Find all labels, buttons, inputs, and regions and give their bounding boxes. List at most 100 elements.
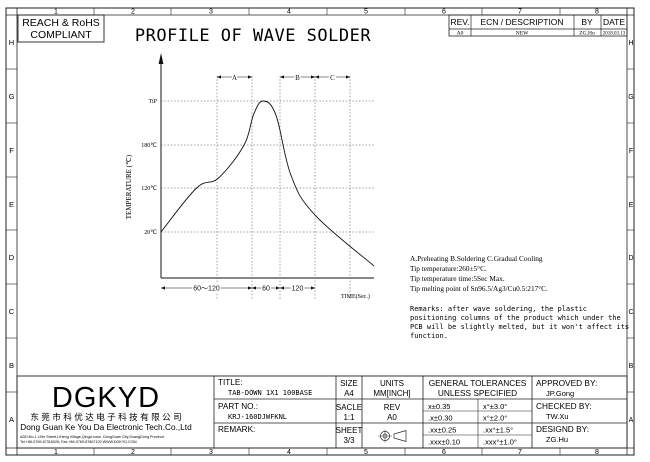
phase-markers: A B C xyxy=(217,73,350,84)
y-tick-label: TiP xyxy=(149,99,158,105)
column-number: 7 xyxy=(518,9,522,16)
approved-by-label: APPROVED BY: xyxy=(536,378,597,388)
remarks-line-1: Remarks: after wave soldering, the plast… xyxy=(410,305,587,313)
column-number: 1 xyxy=(54,9,58,16)
size-label: SIZE xyxy=(340,379,358,388)
tolerance-angular-0: x°±3.0° xyxy=(483,402,507,411)
column-number: 3 xyxy=(209,9,213,16)
segment-arrowhead xyxy=(252,286,256,290)
column-number: 6 xyxy=(442,449,446,456)
compliance-box xyxy=(17,14,105,43)
revision-table: REV. ECN / DESCRIPTION BY DATE A0 NEW ZG… xyxy=(448,14,628,37)
outer-frame xyxy=(5,7,635,456)
row-letter: E xyxy=(9,200,14,209)
rev-header-description: ECN / DESCRIPTION xyxy=(480,17,563,27)
remarks-line-3: PCB will be slightly melted, but it won'… xyxy=(410,323,629,331)
tolerance-linear-0: x±0.35 xyxy=(428,402,450,411)
column-number: 7 xyxy=(518,449,522,456)
segment-arrowhead xyxy=(311,286,315,290)
scale-value: 1:1 xyxy=(343,413,355,422)
company-name-cn: 东 莞 市 科 优 达 电 子 科 技 有 限 公 司 xyxy=(30,411,181,422)
rev-value: A0 xyxy=(387,413,397,422)
ruler-ticks xyxy=(6,8,634,455)
time-segment-markers: 60〜120 60 120 xyxy=(161,284,315,294)
temperature-profile-line xyxy=(160,100,375,267)
row-letter: B xyxy=(9,361,14,370)
row-letter: F xyxy=(9,146,14,155)
column-number: 5 xyxy=(364,449,368,456)
company-logo-text: DGKYD xyxy=(52,382,160,414)
units-label: UNITS xyxy=(380,379,404,388)
column-number: 8 xyxy=(595,9,599,16)
sheet-value: 3/3 xyxy=(343,436,355,445)
note-tip-temperature: Tip temperature:260±5°C. xyxy=(410,264,487,273)
scale-label: SACLE xyxy=(336,403,362,412)
drawing-title: PROFILE OF WAVE SOLDER xyxy=(135,26,371,46)
row-letter: C xyxy=(9,307,15,316)
row-letter: G xyxy=(9,92,15,101)
grid-lines xyxy=(161,76,374,300)
segment-label: 120 xyxy=(292,286,304,293)
column-number: 5 xyxy=(364,9,368,16)
phase-arrowhead xyxy=(217,75,221,79)
tolerance-linear-1: .x±0.30 xyxy=(428,414,453,423)
approved-by-value: JP.Gong xyxy=(546,389,574,398)
wave-solder-profile-chart: 20℃ 120℃ 180℃ TiP A B C 60〜120 60 120 TEMPERATU… xyxy=(125,53,375,300)
column-numbers-top: 1 2 3 4 5 6 7 8 xyxy=(54,9,599,16)
remarks-line-2: positioning columns of the product which… xyxy=(410,314,621,322)
x-axis-label: TIME(Sec.) xyxy=(341,293,370,300)
checked-by-label: CHECKED BY: xyxy=(536,401,592,411)
rev-cell-date: 2018.03.13 xyxy=(603,32,626,37)
remarks-line-4: function. xyxy=(410,332,448,340)
row-letters-left: H G F E D C B A xyxy=(9,38,15,424)
phase-arrowhead xyxy=(280,75,284,79)
part-no-label: PART NO.: xyxy=(218,402,258,411)
rev-header-date: DATE xyxy=(603,17,625,27)
segment-label: 60〜120 xyxy=(193,286,220,293)
column-number: 2 xyxy=(131,9,135,16)
title-value: TAB-DOWN 1X1 100BASE xyxy=(228,389,312,397)
rev-header-rev: REV. xyxy=(450,17,469,27)
notes-block: A.Preheating B.Soldering C.Gradual Cooli… xyxy=(410,254,629,340)
y-tick-label: 20℃ xyxy=(144,230,157,236)
compliance-line-2: COMPLIANT xyxy=(30,29,92,41)
phase-arrowhead xyxy=(311,75,315,79)
y-axis-arrowhead xyxy=(158,53,164,64)
row-letter: D xyxy=(628,255,633,262)
title-block: DGKYD 东 莞 市 科 优 达 电 子 科 技 有 限 公 司 Dong G… xyxy=(16,375,628,449)
phase-label: C xyxy=(330,74,335,82)
y-tick-label: 120℃ xyxy=(141,186,157,192)
part-no-value: KRJ-160DJWFKNL xyxy=(228,413,287,421)
tolerance-angular-3: .xxx°±1.0° xyxy=(483,438,517,447)
column-number: 4 xyxy=(287,449,291,456)
row-letter: C xyxy=(628,309,633,316)
segment-arrowhead xyxy=(276,286,280,290)
units-value: MM[INCH] xyxy=(373,389,410,398)
rev-cell-by: ZG.Hu xyxy=(579,31,595,37)
row-letter: A xyxy=(629,417,634,424)
tolerance-angular-2: .xx°±1.5° xyxy=(483,426,513,435)
tolerance-linear-3: .xxx±0.10 xyxy=(428,438,460,447)
column-number: 1 xyxy=(54,449,58,456)
segment-arrowhead xyxy=(161,286,165,290)
phase-label: B xyxy=(295,74,300,82)
row-letter: E xyxy=(629,202,634,209)
row-letter: D xyxy=(9,253,15,262)
tolerances-title-1: GENERAL TOLERANCES xyxy=(429,378,527,388)
column-number: 8 xyxy=(595,449,599,456)
rev-label: REV xyxy=(384,403,401,412)
tolerances-title-2: UNLESS SPECIFIED xyxy=(438,388,517,398)
tolerance-angular-1: x°±2.0° xyxy=(483,414,507,423)
column-numbers-bottom: 1 2 3 4 5 6 7 8 xyxy=(54,449,599,456)
compliance-line-1: REACH & RoHS xyxy=(22,17,100,29)
y-tick-labels: 20℃ 120℃ 180℃ TiP xyxy=(141,99,157,236)
row-letters-right: H G F E D C B A xyxy=(628,40,633,424)
phase-arrowhead xyxy=(315,75,319,79)
row-letter: G xyxy=(628,94,633,101)
row-letter: H xyxy=(628,40,633,47)
size-value: A4 xyxy=(344,389,354,398)
note-tip-time: Tip temperature time:5Sec Max. xyxy=(410,274,505,283)
note-phases: A.Preheating B.Soldering C.Gradual Cooli… xyxy=(410,254,543,263)
y-axis-label: TEMPERATURE (℃) xyxy=(125,154,133,219)
